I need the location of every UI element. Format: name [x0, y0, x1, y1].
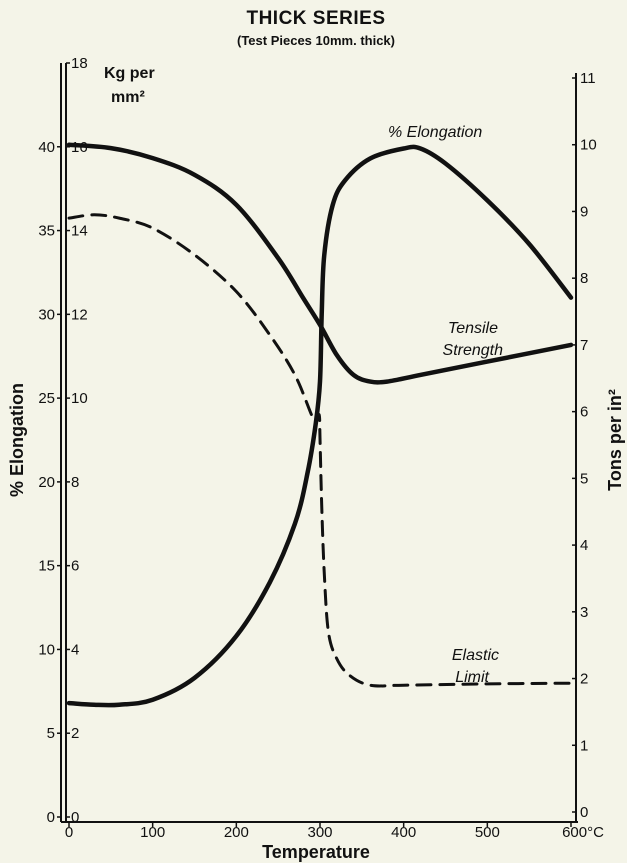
series-label: Tensile: [448, 320, 498, 337]
x-axis-ticks: 0 100 200 300 400 500 600°C: [65, 822, 604, 841]
elongation-tick-label: 35: [38, 223, 55, 240]
kg-tick-label: 2: [71, 725, 79, 742]
elongation-tick-label: 40: [38, 139, 55, 156]
series-line-tensile-strength: [66, 142, 574, 385]
series-label: Elastic: [452, 647, 499, 664]
kg-unit-label-line1: Kg per: [104, 65, 155, 82]
kg-tick-label: 4: [71, 641, 79, 658]
x-tick-label: 0: [65, 824, 73, 841]
elongation-tick-label: 5: [47, 725, 55, 742]
chart-subtitle: (Test Pieces 10mm. thick): [237, 33, 395, 48]
kg-tick-label: 8: [71, 474, 79, 491]
y-left-axis-title: % Elongation: [7, 383, 27, 497]
kg-tick-label: 6: [71, 558, 79, 575]
elongation-tick-label: 10: [38, 641, 55, 658]
tons-tick-label: 10: [580, 137, 597, 154]
kg-tick-label: 10: [71, 390, 88, 407]
tons-tick-label: 6: [580, 404, 588, 421]
tons-tick-label: 0: [580, 804, 588, 821]
tons-tick-label: 9: [580, 203, 588, 220]
series-labels: % Elongation Tensile Strength Elastic Limit: [388, 124, 503, 686]
elongation-tick-label: 20: [38, 474, 55, 491]
tons-tick-label: 7: [580, 337, 588, 354]
elongation-axis-ticks: 0 5 10 15 20 25 30 35 40: [38, 139, 61, 826]
series-line-elastic-limit: [67, 213, 573, 688]
kg-tick-label: 14: [71, 223, 88, 240]
series-label: Limit: [455, 669, 489, 686]
elongation-tick-label: 25: [38, 390, 55, 407]
y-right-axis-title: Tons per in²: [605, 389, 625, 491]
series-label: Strength: [443, 342, 504, 359]
kg-tick-label: 18: [71, 55, 88, 72]
series-layer: [66, 142, 574, 708]
chart-title: THICK SERIES: [246, 8, 385, 29]
tons-axis-ticks: 0 1 2 3 4 5 6 7 8 9 10 11: [572, 70, 597, 821]
x-tick-label: 600°C: [562, 824, 604, 841]
tons-tick-label: 5: [580, 470, 588, 487]
tons-tick-label: 3: [580, 604, 588, 621]
x-tick-label: 200: [224, 824, 249, 841]
series-label: % Elongation: [388, 124, 482, 141]
tons-tick-label: 11: [580, 70, 596, 87]
kg-tick-label: 0: [71, 809, 79, 826]
x-tick-label: 100: [140, 824, 165, 841]
kg-unit-label-line2: mm²: [111, 89, 145, 106]
elongation-tick-label: 30: [38, 306, 55, 323]
x-axis-title: Temperature: [262, 842, 370, 862]
elongation-tick-label: 0: [47, 809, 55, 826]
tons-tick-label: 2: [580, 671, 588, 688]
series-line-elongation: [66, 144, 574, 708]
x-tick-label: 500: [475, 824, 500, 841]
tons-tick-label: 4: [580, 537, 588, 554]
tons-tick-label: 1: [580, 737, 588, 754]
elongation-tick-label: 15: [38, 558, 55, 575]
tons-tick-label: 8: [580, 270, 588, 287]
x-tick-label: 300: [307, 824, 332, 841]
x-tick-label: 400: [391, 824, 416, 841]
kg-tick-label: 12: [71, 306, 88, 323]
